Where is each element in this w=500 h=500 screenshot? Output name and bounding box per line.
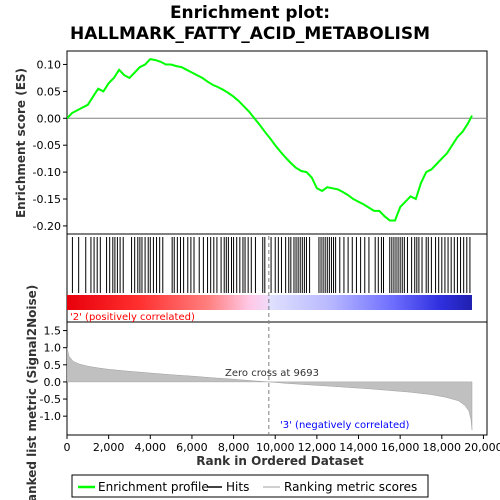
x-tick-label: 16,000: [381, 441, 420, 454]
x-tick-label: 12,000: [298, 441, 337, 454]
es-y-tick-label: -0.15: [33, 193, 61, 206]
es-y-axis-label: Enrichment score (ES): [14, 68, 28, 218]
metric-y-tick-label: 0.5: [44, 359, 62, 372]
rank-gradient-bar: [67, 295, 472, 310]
x-tick-label: 8,000: [218, 441, 250, 454]
x-axis: 0 2,000 4,000 6,000 8,000 10,000 12,000 14,000 1…: [64, 435, 500, 454]
legend-metric-label: Ranking metric scores: [284, 480, 417, 494]
enrichment-profile-line: [67, 58, 473, 222]
es-panel-frame: [66, 50, 488, 235]
es-y-tick-label: -0.05: [33, 139, 61, 152]
metric-y-axis-label: Ranked list metric (Signal2Noise): [25, 285, 39, 500]
annotation-positive: '2' (positively correlated): [70, 312, 195, 323]
legend-enrichment-label: Enrichment profile: [98, 480, 209, 494]
x-tick-label: 20,000: [464, 441, 500, 454]
x-tick-label: 6,000: [176, 441, 208, 454]
x-tick-label: 4,000: [135, 441, 167, 454]
metric-y-tick-label: 0.0: [44, 376, 62, 389]
chart-title: Enrichment plot:: [170, 3, 330, 23]
es-y-tick-label: -0.20: [33, 220, 61, 233]
metric-y-tick-label: 1.0: [44, 342, 62, 355]
metric-y-tick-label: -0.5: [40, 393, 61, 406]
metric-y-tick-label: 1.5: [44, 325, 62, 338]
es-y-tick-label: 0.00: [37, 112, 62, 125]
annotation-negative: '3' (negatively correlated): [280, 420, 409, 431]
x-tick-label: 10,000: [256, 441, 295, 454]
es-y-tick-label: 0.10: [37, 58, 62, 71]
legend-hits-label: Hits: [226, 480, 249, 494]
hit-marks: [71, 237, 471, 293]
ranking-metric-area: [67, 347, 473, 430]
x-tick-label: 14,000: [339, 441, 378, 454]
es-y-axis: 0.10 0.05 0.00 -0.05 -0.10 -0.15 -0.20: [33, 58, 67, 233]
annotation-zero-cross: Zero cross at 9693: [225, 368, 319, 379]
metric-y-tick-label: -1.0: [40, 410, 61, 423]
x-axis-label: Rank in Ordered Dataset: [196, 454, 364, 468]
x-tick-label: 18,000: [423, 441, 462, 454]
es-y-tick-label: 0.05: [37, 85, 62, 98]
chart-subtitle: HALLMARK_FATTY_ACID_METABOLISM: [70, 24, 430, 44]
es-y-tick-label: -0.10: [33, 166, 61, 179]
x-tick-label: 0: [64, 441, 71, 454]
x-tick-label: 2,000: [93, 441, 125, 454]
legend-box: [71, 474, 429, 498]
metric-y-axis: 1.5 1.0 0.5 0.0 -0.5 -1.0: [40, 325, 67, 423]
